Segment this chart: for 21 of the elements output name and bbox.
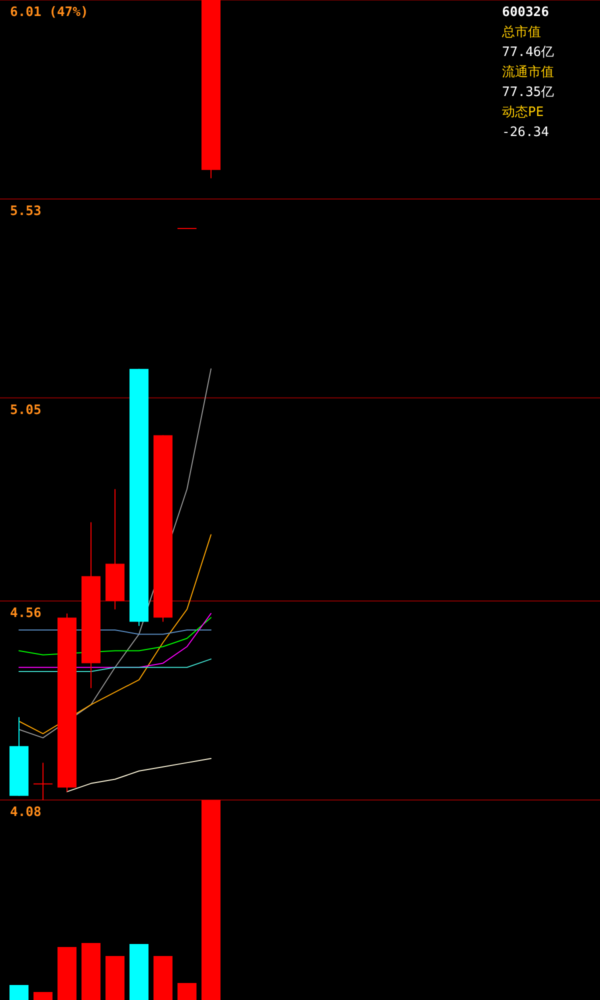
text: 总市值 [501,25,541,40]
text: 600326 [502,5,550,20]
y-tick-label: 6.01 (47%) [10,5,88,20]
bar [106,956,124,1000]
y-tick-label: 5.53 [10,204,42,219]
bar [82,943,100,1000]
bar [34,992,52,1000]
y-tick-label: 4.08 [10,805,42,820]
bar [202,800,220,1000]
bar [154,956,172,1000]
text: 77.35亿 [502,85,554,100]
bar [10,985,28,1000]
bar [130,944,148,1000]
bar [178,983,196,1000]
y-tick-label: 5.05 [10,402,42,418]
text: 流通市值 [502,64,554,80]
y-tick-label: 4.56 [10,606,42,622]
text: -26.34 [502,125,550,140]
bar [58,947,76,1000]
text: 77.46亿 [502,45,554,60]
text: 动态PE [502,105,544,120]
